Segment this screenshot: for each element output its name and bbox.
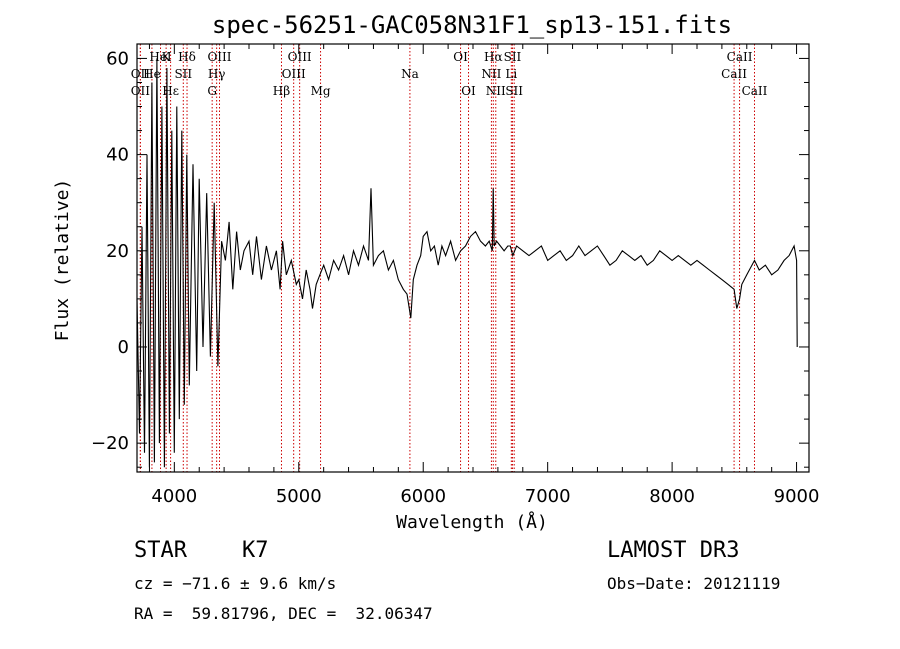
line-marker-label: OII xyxy=(131,84,151,98)
line-marker-label: OIII xyxy=(282,67,306,81)
y-tick-label: −20 xyxy=(91,433,129,454)
redshift-velocity: cz = −71.6 ± 9.6 km/s xyxy=(134,574,337,593)
line-marker-label: SII xyxy=(504,50,522,64)
survey-name: LAMOST DR3 xyxy=(607,538,740,563)
line-marker-label: Hε xyxy=(162,84,179,98)
x-tick-label: 9000 xyxy=(774,486,820,507)
line-marker-label: OII xyxy=(131,67,151,81)
x-axis: 4000 5000 6000 7000 8000 9000 xyxy=(148,44,820,507)
line-marker-label: Hγ xyxy=(208,67,226,81)
x-axis-label: Wavelength (Å) xyxy=(396,511,548,533)
line-marker-label: OI xyxy=(461,84,476,98)
line-marker-label: CaII xyxy=(742,84,768,98)
line-marker-label: Hδ xyxy=(178,50,196,64)
line-marker-label: Hα xyxy=(484,50,503,64)
observation-date: Obs−Date: 20121119 xyxy=(607,574,781,593)
line-marker-label: Mg xyxy=(311,84,331,98)
y-tick-label: 40 xyxy=(106,145,129,166)
line-marker-label: HeI xyxy=(149,50,172,64)
y-tick-label: 20 xyxy=(106,241,129,262)
x-tick-label: 4000 xyxy=(151,486,197,507)
plot-frame xyxy=(136,43,810,473)
coordinates: RA = 59.81796, DEC = 32.06347 xyxy=(134,604,433,623)
line-marker-label: He xyxy=(143,67,161,81)
x-tick-label: 5000 xyxy=(276,486,322,507)
line-marker-label: Hβ xyxy=(273,84,290,98)
line-marker-label: CaII xyxy=(721,67,747,81)
line-marker-label: K xyxy=(162,50,172,64)
x-tick-label: 7000 xyxy=(525,486,571,507)
line-marker-label: CaII xyxy=(727,50,753,64)
line-marker-label: NII xyxy=(486,84,506,98)
chart-title: spec-56251-GAC058N31F1_sp13-151.fits xyxy=(212,11,732,39)
line-marker-label: OIII xyxy=(288,50,312,64)
line-marker-label: OIII xyxy=(207,50,231,64)
object-class: STAR xyxy=(134,538,187,563)
line-marker-label: SII xyxy=(174,67,192,81)
spectrum-line xyxy=(136,58,798,468)
line-marker-label: Na xyxy=(401,67,419,81)
line-marker-label: NII xyxy=(481,67,501,81)
x-tick-label: 8000 xyxy=(649,486,695,507)
y-tick-label: 0 xyxy=(118,337,129,358)
y-axis: −20 0 20 40 60 xyxy=(91,48,809,468)
line-marker-label: SII xyxy=(505,84,523,98)
line-marker-label: G xyxy=(207,84,217,98)
x-tick-label: 6000 xyxy=(400,486,446,507)
line-markers xyxy=(139,44,755,472)
y-tick-label: 60 xyxy=(106,48,129,69)
y-axis-label: Flux (relative) xyxy=(52,179,73,342)
object-subclass: K7 xyxy=(242,538,269,563)
line-marker-label: OI xyxy=(453,50,468,64)
line-marker-label: Li xyxy=(505,67,517,81)
